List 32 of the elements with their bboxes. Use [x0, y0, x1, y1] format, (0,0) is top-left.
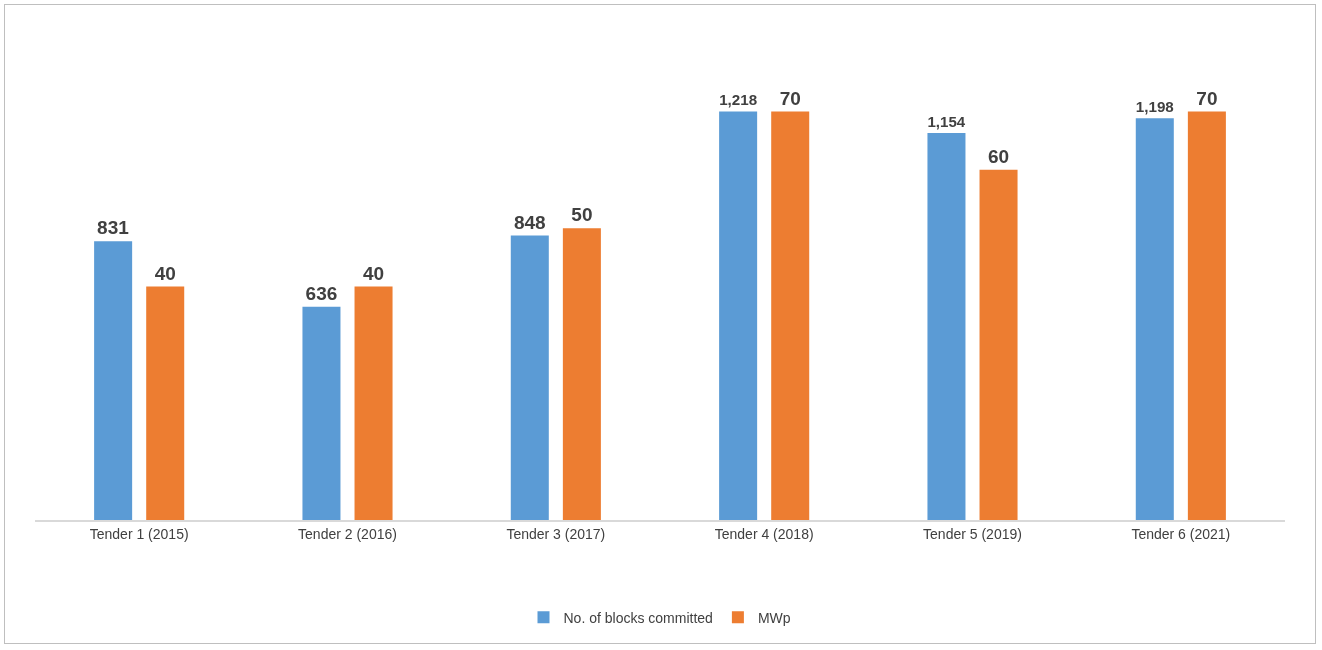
data-label: 1,154	[927, 112, 966, 130]
x-tick-label: Tender 6 (2021)	[1131, 525, 1231, 542]
bar	[146, 286, 185, 520]
data-label: 70	[779, 87, 801, 109]
data-label: 831	[97, 217, 130, 239]
bar	[302, 306, 341, 520]
bar	[771, 111, 810, 520]
data-label: 40	[362, 262, 385, 284]
data-label: 70	[1196, 87, 1218, 109]
data-label: 848	[513, 211, 546, 233]
bar	[927, 132, 966, 520]
data-label: 60	[987, 145, 1010, 167]
x-tick-label: Tender 5 (2019)	[923, 525, 1022, 542]
bar	[510, 235, 549, 520]
legend-label: MWp	[757, 609, 791, 626]
bar	[1135, 118, 1174, 520]
legend-label: No. of blocks committed	[563, 609, 713, 626]
x-tick-label: Tender 2 (2016)	[298, 525, 397, 542]
bar	[354, 286, 393, 520]
bar	[979, 169, 1018, 520]
data-label: 1,198	[1135, 98, 1174, 116]
data-label: 40	[154, 262, 176, 284]
x-tick-label: Tender 4 (2018)	[714, 525, 814, 542]
x-tick-label: Tender 1 (2015)	[89, 525, 189, 542]
data-label: 50	[571, 204, 593, 226]
bar	[94, 241, 133, 520]
bar	[562, 228, 601, 520]
bar	[719, 111, 758, 520]
data-label: 1,218	[719, 91, 758, 109]
data-label: 636	[305, 282, 338, 304]
x-tick-label: Tender 3 (2017)	[506, 525, 606, 542]
bar	[1187, 111, 1226, 520]
